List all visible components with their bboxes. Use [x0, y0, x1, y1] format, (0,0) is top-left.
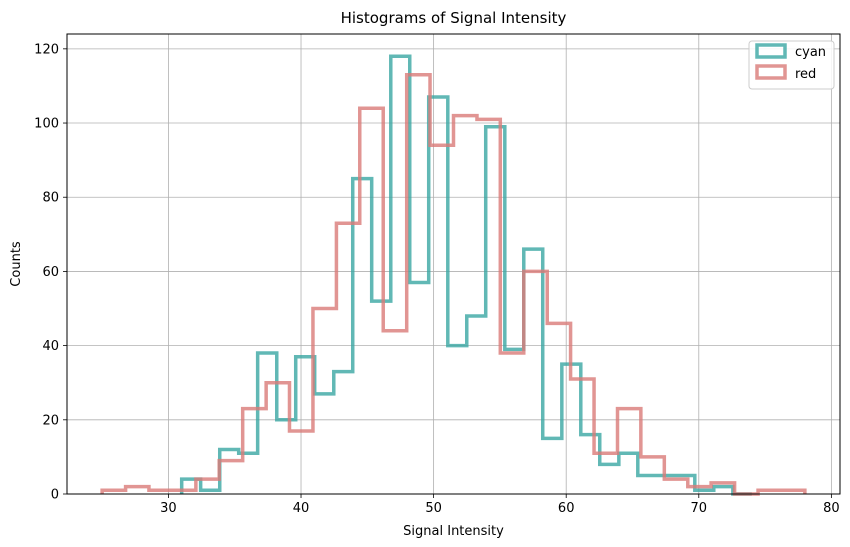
- legend-label-cyan: cyan: [795, 45, 826, 60]
- y-tick-label: 80: [42, 191, 59, 206]
- x-axis-title: Signal Intensity: [403, 524, 504, 539]
- y-tick-label: 0: [51, 488, 59, 503]
- y-tick-label: 40: [42, 339, 59, 354]
- legend-swatch-cyan: [755, 43, 787, 59]
- legend: cyan red: [748, 40, 835, 90]
- x-tick-label: 50: [425, 501, 442, 516]
- histogram-series-red: [100, 73, 807, 496]
- x-tick-label: 60: [558, 501, 575, 516]
- y-tick-label: 60: [42, 265, 59, 280]
- x-tick-label: 30: [160, 501, 177, 516]
- series-group: [100, 54, 807, 496]
- histogram-series-cyan: [179, 54, 752, 496]
- x-tick-label: 40: [293, 501, 310, 516]
- plot-frame: [66, 33, 841, 495]
- y-tick-label: 20: [42, 413, 59, 428]
- y-tick-label: 100: [34, 117, 59, 132]
- y-tick-label: 120: [34, 42, 59, 57]
- legend-swatch-red: [755, 64, 787, 80]
- x-tick-label: 80: [823, 501, 840, 516]
- chart-title: Histograms of Signal Intensity: [341, 9, 567, 27]
- axis-ticks: 30 40 50 60 70 80 0 20 40 60 80 100 120: [34, 42, 839, 516]
- legend-label-red: red: [795, 67, 816, 82]
- y-axis-title: Counts: [9, 241, 24, 287]
- x-tick-label: 70: [691, 501, 708, 516]
